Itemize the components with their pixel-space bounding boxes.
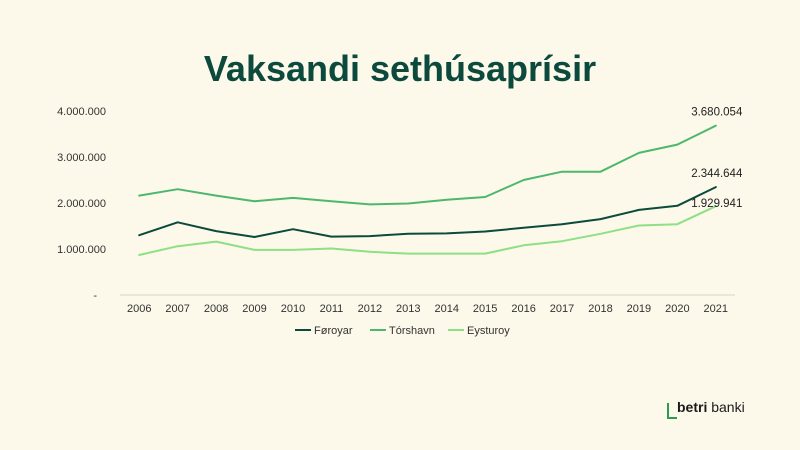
y-tick-label: - xyxy=(93,290,97,302)
chart-title: Vaksandi sethúsaprísir xyxy=(203,48,597,89)
legend-label: Føroyar xyxy=(314,325,353,337)
x-tick-label: 2008 xyxy=(204,303,228,315)
x-tick-label: 2018 xyxy=(588,303,612,315)
y-tick-label: 3.000.000 xyxy=(57,152,106,164)
brand-logo: betri banki xyxy=(667,399,767,423)
brand-mark-icon xyxy=(667,403,677,419)
x-tick-label: 2019 xyxy=(627,303,651,315)
y-tick-label: 4.000.000 xyxy=(57,106,106,118)
data-label: 3.680.054 xyxy=(691,107,743,119)
x-tick-label: 2020 xyxy=(665,303,689,315)
x-tick-label: 2006 xyxy=(127,303,151,315)
x-tick-label: 2007 xyxy=(165,303,189,315)
brand-text: betri banki xyxy=(677,399,745,415)
x-tick-label: 2010 xyxy=(281,303,305,315)
y-axis-ticks: - 1.000.000 2.000.000 3.000.000 4.000.000 xyxy=(57,106,106,302)
x-tick-label: 2011 xyxy=(320,303,344,315)
x-tick-label: 2014 xyxy=(434,303,458,315)
legend-label: Eysturoy xyxy=(467,325,510,337)
y-tick-label: 1.000.000 xyxy=(57,244,106,256)
series-lines xyxy=(138,124,717,256)
data-label: 2.344.644 xyxy=(691,168,743,180)
series-line-tórshavn xyxy=(138,124,717,206)
y-tick-label: 2.000.000 xyxy=(57,198,106,210)
x-tick-label: 2017 xyxy=(550,303,574,315)
x-axis-ticks: 2006 2007 2008 2009 2010 2011 2012 2013 2014 2015… xyxy=(127,303,728,315)
x-tick-label: 2016 xyxy=(511,303,535,315)
x-tick-label: 2012 xyxy=(358,303,382,315)
series-line-eysturoy xyxy=(138,205,717,256)
data-labels: 2.344.644 3.680.054 1.929.941 xyxy=(691,107,743,211)
x-tick-label: 2015 xyxy=(473,303,497,315)
legend-label: Tórshavn xyxy=(389,325,435,337)
series-line-føroyar xyxy=(138,186,717,238)
x-tick-label: 2009 xyxy=(242,303,266,315)
legend: Føroyar Tórshavn Eysturoy xyxy=(295,325,510,337)
x-tick-label: 2021 xyxy=(704,303,728,315)
x-tick-label: 2013 xyxy=(396,303,420,315)
brand-name-rest: banki xyxy=(711,399,745,415)
brand-name-bold: betri xyxy=(677,399,708,415)
data-label: 1.929.941 xyxy=(691,198,742,210)
